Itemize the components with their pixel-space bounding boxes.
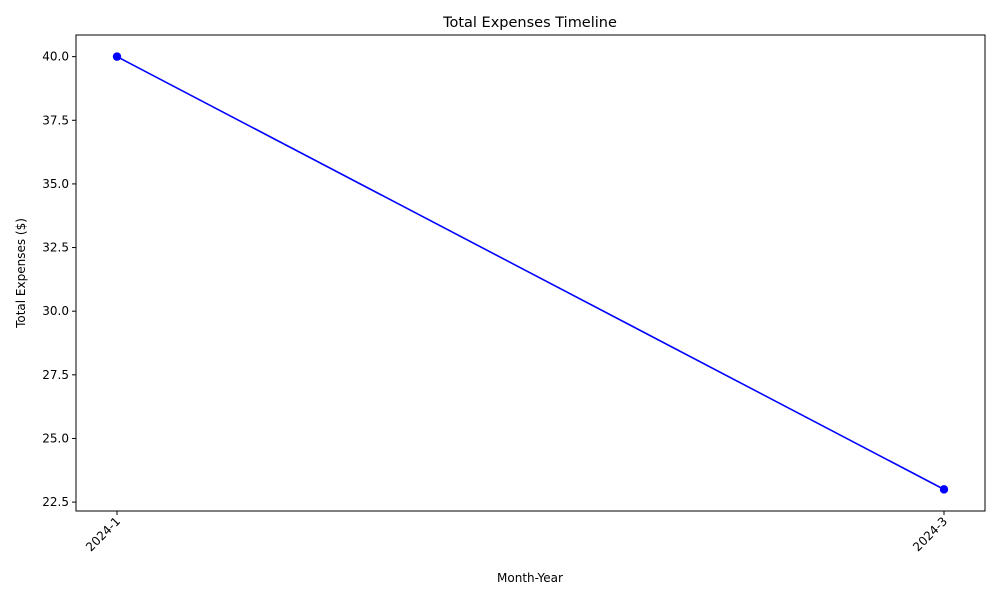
x-axis-label: Month-Year [497, 571, 563, 585]
data-point [939, 485, 949, 494]
series-line [116, 55, 945, 491]
y-tick-label: 35.0 [42, 177, 69, 191]
y-tick-label: 27.5 [42, 368, 69, 382]
y-tick-label: 37.5 [42, 113, 69, 127]
y-tick-label: 40.0 [42, 50, 69, 64]
y-tick-label: 25.0 [42, 431, 69, 445]
y-axis-ticks: 22.5 25.0 27.5 30.0 32.5 35.0 37.5 40.0 [42, 50, 76, 509]
chart-title: Total Expenses Timeline [442, 15, 617, 31]
y-tick-label: 30.0 [42, 304, 69, 318]
plot-area-frame [75, 34, 986, 512]
y-axis-label: Total Expenses ($) [14, 218, 28, 329]
data-point [112, 52, 122, 61]
y-tick-label: 32.5 [42, 241, 69, 255]
series-layer [112, 52, 949, 494]
y-tick-label: 22.5 [42, 495, 69, 509]
